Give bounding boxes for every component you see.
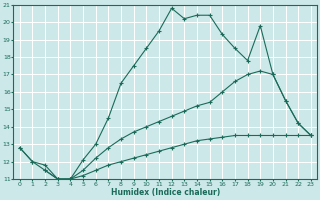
X-axis label: Humidex (Indice chaleur): Humidex (Indice chaleur) (111, 188, 220, 197)
